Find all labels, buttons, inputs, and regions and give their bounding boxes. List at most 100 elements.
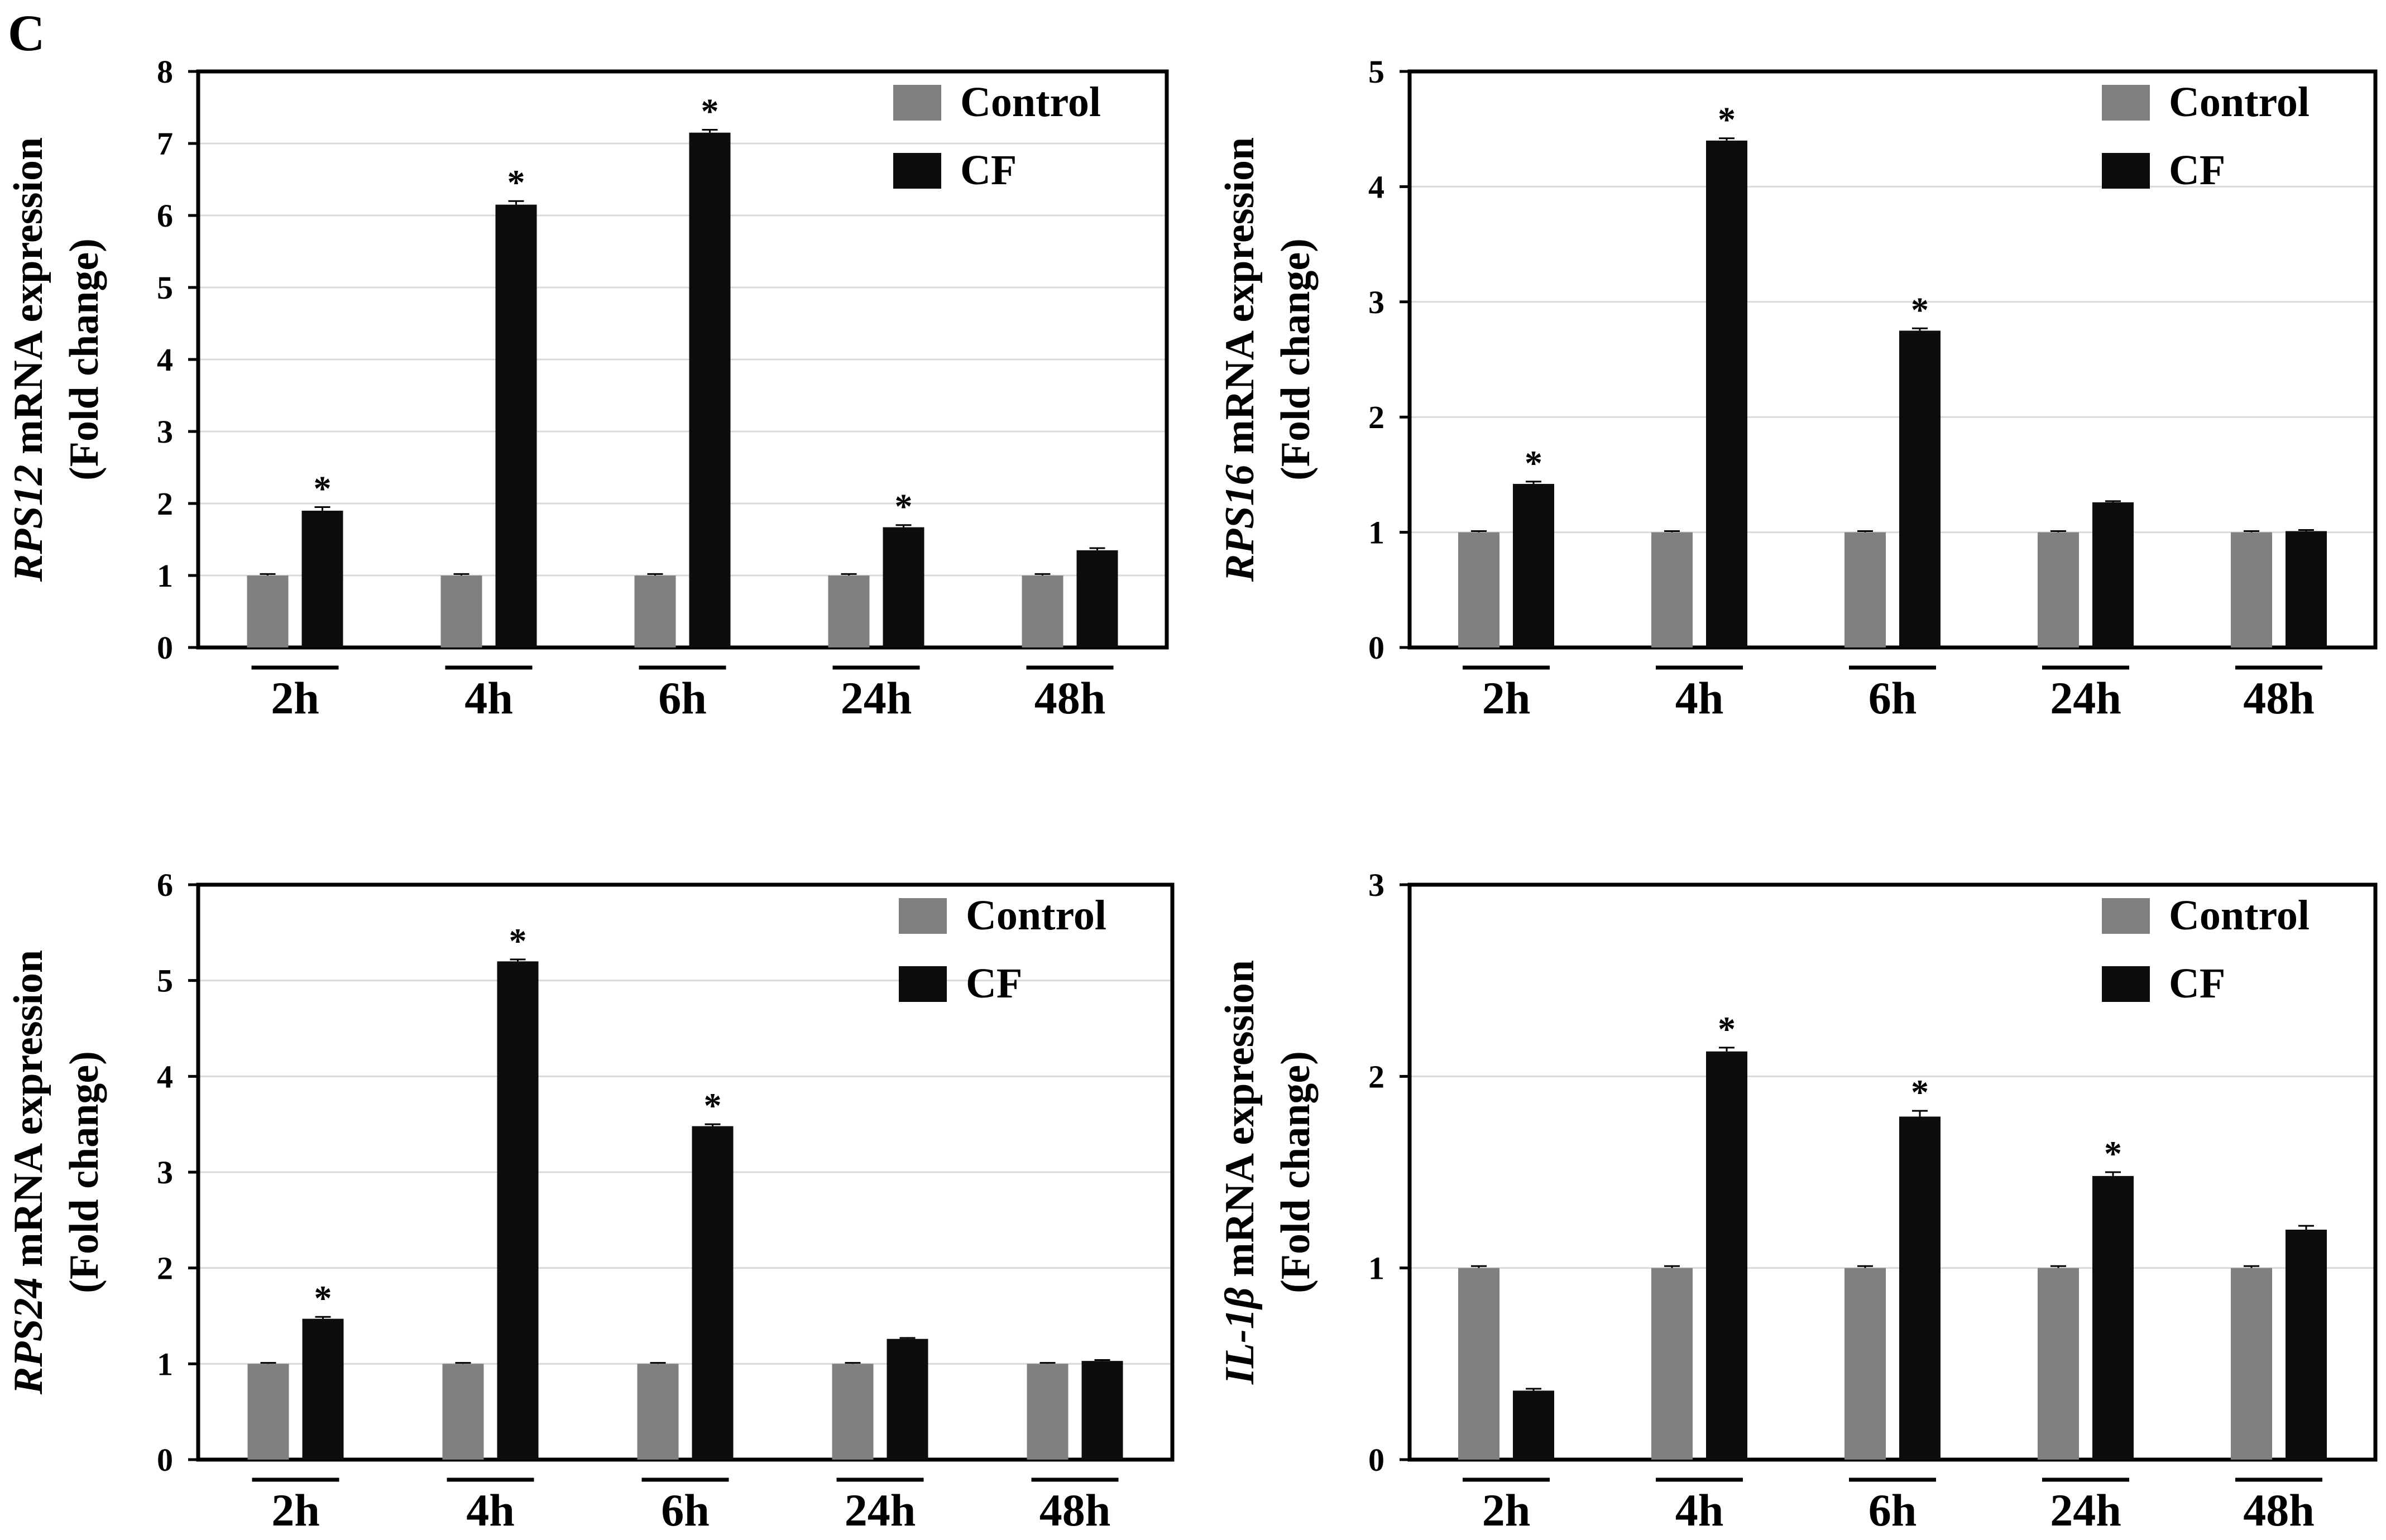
significance-star: * (1718, 1009, 1736, 1049)
cf-bar (887, 1338, 928, 1460)
control-bar (1844, 1268, 1886, 1460)
control-bar (1844, 532, 1886, 647)
x-category-label: 6h (1868, 673, 1917, 723)
cf-bar (1706, 1051, 1747, 1460)
y-tick-label: 0 (157, 630, 173, 666)
cf-bar (1899, 330, 1941, 647)
y-axis-label-rest: mRNA expression (1217, 137, 1263, 465)
control-bar (1022, 575, 1063, 647)
y-axis-gene: IL-1β (1217, 1287, 1263, 1385)
x-category-label: 4h (1675, 1485, 1724, 1536)
significance-star: * (509, 921, 527, 961)
legend-swatch-control (893, 85, 941, 121)
y-tick-label: 3 (1368, 284, 1384, 320)
x-category-label: 6h (661, 1485, 710, 1536)
y-axis-label-rest: mRNA expression (6, 137, 51, 465)
panel-letter: C (8, 4, 45, 61)
y-axis-label-rest: mRNA expression (6, 950, 51, 1278)
legend-swatch-cf (893, 153, 941, 189)
control-bar (828, 575, 870, 647)
y-tick-label: 4 (1368, 169, 1384, 205)
y-axis-gene: RPS16 (1217, 464, 1263, 582)
y-axis-label-line2: (Fold change) (1273, 1051, 1319, 1293)
x-category-label: 24h (2050, 1485, 2121, 1536)
y-tick-label: 3 (1368, 867, 1384, 903)
x-category-label: 24h (845, 1485, 916, 1536)
chart-panel-1: 0 1 2 3 4 5 6 7 8 * 2h * 4h * 6h * 24h 48h Control CF RPS12 … (6, 54, 1169, 723)
cf-bar (1513, 483, 1554, 647)
control-bar (2038, 1268, 2079, 1460)
control-bar (832, 1364, 874, 1460)
y-axis-label: RPS16 mRNA expression (1217, 137, 1263, 582)
x-category-label: 4h (464, 673, 513, 723)
cf-bar (2286, 1230, 2327, 1460)
x-category-label: 48h (2243, 1485, 2315, 1536)
significance-star: * (1911, 1072, 1929, 1112)
y-tick-label: 6 (157, 867, 173, 903)
significance-star: * (895, 487, 913, 526)
significance-star: * (704, 1086, 722, 1125)
y-axis-label-line2: (Fold change) (61, 1051, 107, 1293)
legend-label-control: Control (2169, 79, 2310, 126)
control-bar (1651, 532, 1693, 647)
cf-bar (1081, 1361, 1123, 1460)
y-tick-label: 2 (157, 1250, 173, 1287)
legend-swatch-cf (2102, 153, 2150, 189)
legend-label-cf: CF (960, 147, 1017, 194)
y-tick-label: 3 (157, 414, 173, 450)
y-tick-label: 0 (1368, 1442, 1384, 1478)
x-category-label: 2h (271, 1485, 320, 1536)
significance-star: * (314, 468, 332, 508)
control-bar (2231, 532, 2272, 647)
x-category-label: 4h (466, 1485, 515, 1536)
x-category-label: 2h (1482, 1485, 1531, 1536)
y-tick-label: 3 (157, 1154, 173, 1191)
legend-label-cf: CF (2169, 147, 2225, 194)
y-tick-label: 0 (1368, 630, 1384, 666)
control-bar (1458, 1268, 1499, 1460)
y-tick-label: 2 (157, 486, 173, 522)
control-bar (2231, 1268, 2272, 1460)
significance-star: * (701, 91, 719, 131)
y-axis-label: RPS24 mRNA expression (6, 950, 51, 1395)
control-bar (1027, 1364, 1069, 1460)
y-axis-label-rest: mRNA expression (1217, 960, 1263, 1288)
x-category-label: 4h (1675, 673, 1724, 723)
control-bar (442, 1364, 484, 1460)
y-tick-label: 2 (1368, 399, 1384, 435)
y-tick-label: 1 (1368, 1250, 1384, 1287)
control-bar (247, 575, 289, 647)
cf-bar (2092, 1176, 2134, 1460)
y-axis-label-line2: (Fold change) (1273, 238, 1319, 481)
y-tick-label: 5 (1368, 54, 1384, 90)
legend-label-control: Control (966, 892, 1106, 939)
y-tick-label: 0 (157, 1442, 173, 1478)
x-category-label: 48h (1034, 673, 1106, 723)
control-bar (1651, 1268, 1693, 1460)
y-axis-label: RPS12 mRNA expression (6, 137, 51, 582)
y-tick-label: 6 (157, 198, 173, 234)
plot-frame (196, 69, 1169, 650)
y-tick-label: 8 (157, 54, 173, 90)
y-axis-gene: RPS12 (6, 464, 51, 582)
cf-bar (2286, 531, 2327, 647)
x-category-label: 24h (2050, 673, 2121, 723)
y-tick-label: 5 (157, 270, 173, 306)
cf-bar (883, 527, 924, 647)
cf-bar (302, 1318, 344, 1460)
significance-star: * (1718, 100, 1736, 140)
plot-frame (1407, 882, 2378, 1462)
y-tick-label: 4 (157, 342, 173, 378)
control-bar (1458, 532, 1499, 647)
y-tick-label: 2 (1368, 1058, 1384, 1095)
legend-swatch-control (899, 898, 947, 934)
legend-swatch-control (2102, 85, 2150, 121)
significance-star: * (1911, 290, 1929, 329)
cf-bar (301, 510, 343, 647)
y-tick-label: 1 (157, 558, 173, 594)
cf-bar (1513, 1390, 1554, 1460)
x-category-label: 2h (1482, 673, 1531, 723)
legend-label-control: Control (2169, 892, 2310, 939)
x-category-label: 6h (658, 673, 707, 723)
